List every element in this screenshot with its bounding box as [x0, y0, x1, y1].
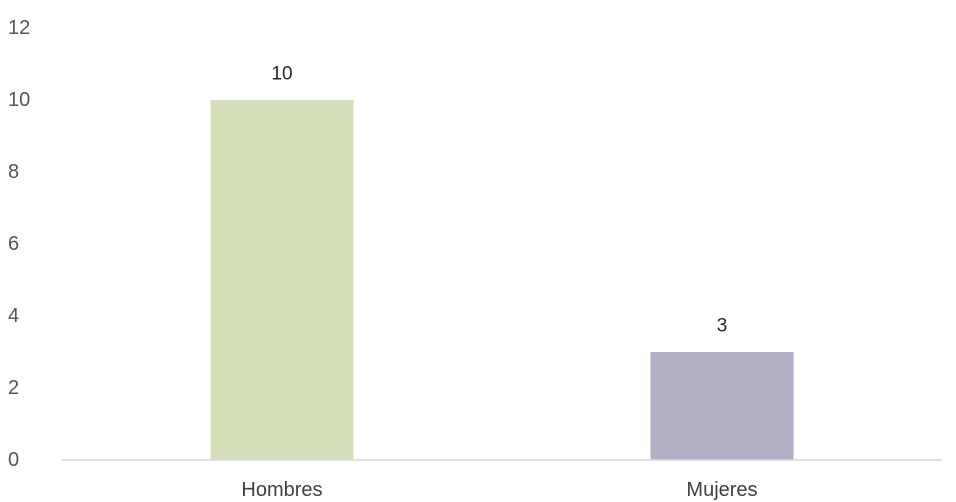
y-tick-label: 2 [8, 377, 19, 399]
data-labels: 10 3 [271, 64, 727, 337]
x-tick-label: Hombres [241, 479, 322, 501]
data-label: 3 [717, 316, 728, 337]
bars [210, 100, 794, 460]
data-label: 10 [271, 64, 292, 85]
bar-mujeres [650, 352, 794, 460]
y-tick-label: 8 [8, 161, 19, 183]
x-axis-ticks: Hombres Mujeres [241, 479, 757, 501]
y-axis-ticks: 0 2 4 6 8 10 12 [8, 17, 30, 471]
y-tick-label: 12 [8, 17, 30, 39]
y-tick-label: 4 [8, 305, 19, 327]
x-tick-label: Mujeres [686, 479, 757, 501]
bar-hombres [210, 100, 354, 460]
y-tick-label: 0 [8, 449, 19, 471]
y-tick-label: 6 [8, 233, 19, 255]
y-tick-label: 10 [8, 89, 30, 111]
